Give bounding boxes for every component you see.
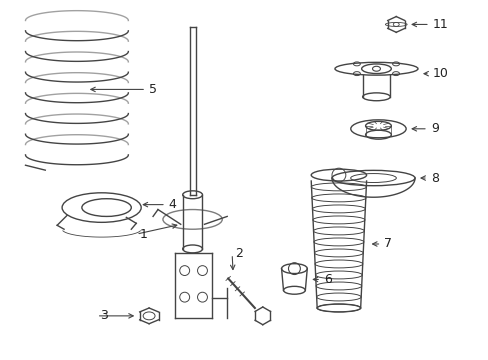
Text: 10: 10: [432, 67, 448, 80]
Text: 4: 4: [168, 198, 176, 211]
Text: 11: 11: [432, 18, 447, 31]
Text: 7: 7: [384, 238, 391, 251]
Text: 3: 3: [100, 309, 107, 322]
Text: 8: 8: [430, 171, 438, 185]
Text: 9: 9: [430, 122, 438, 135]
Text: 5: 5: [149, 83, 157, 96]
Text: 1: 1: [139, 228, 147, 240]
Text: 2: 2: [235, 247, 243, 260]
Text: 6: 6: [324, 273, 331, 286]
